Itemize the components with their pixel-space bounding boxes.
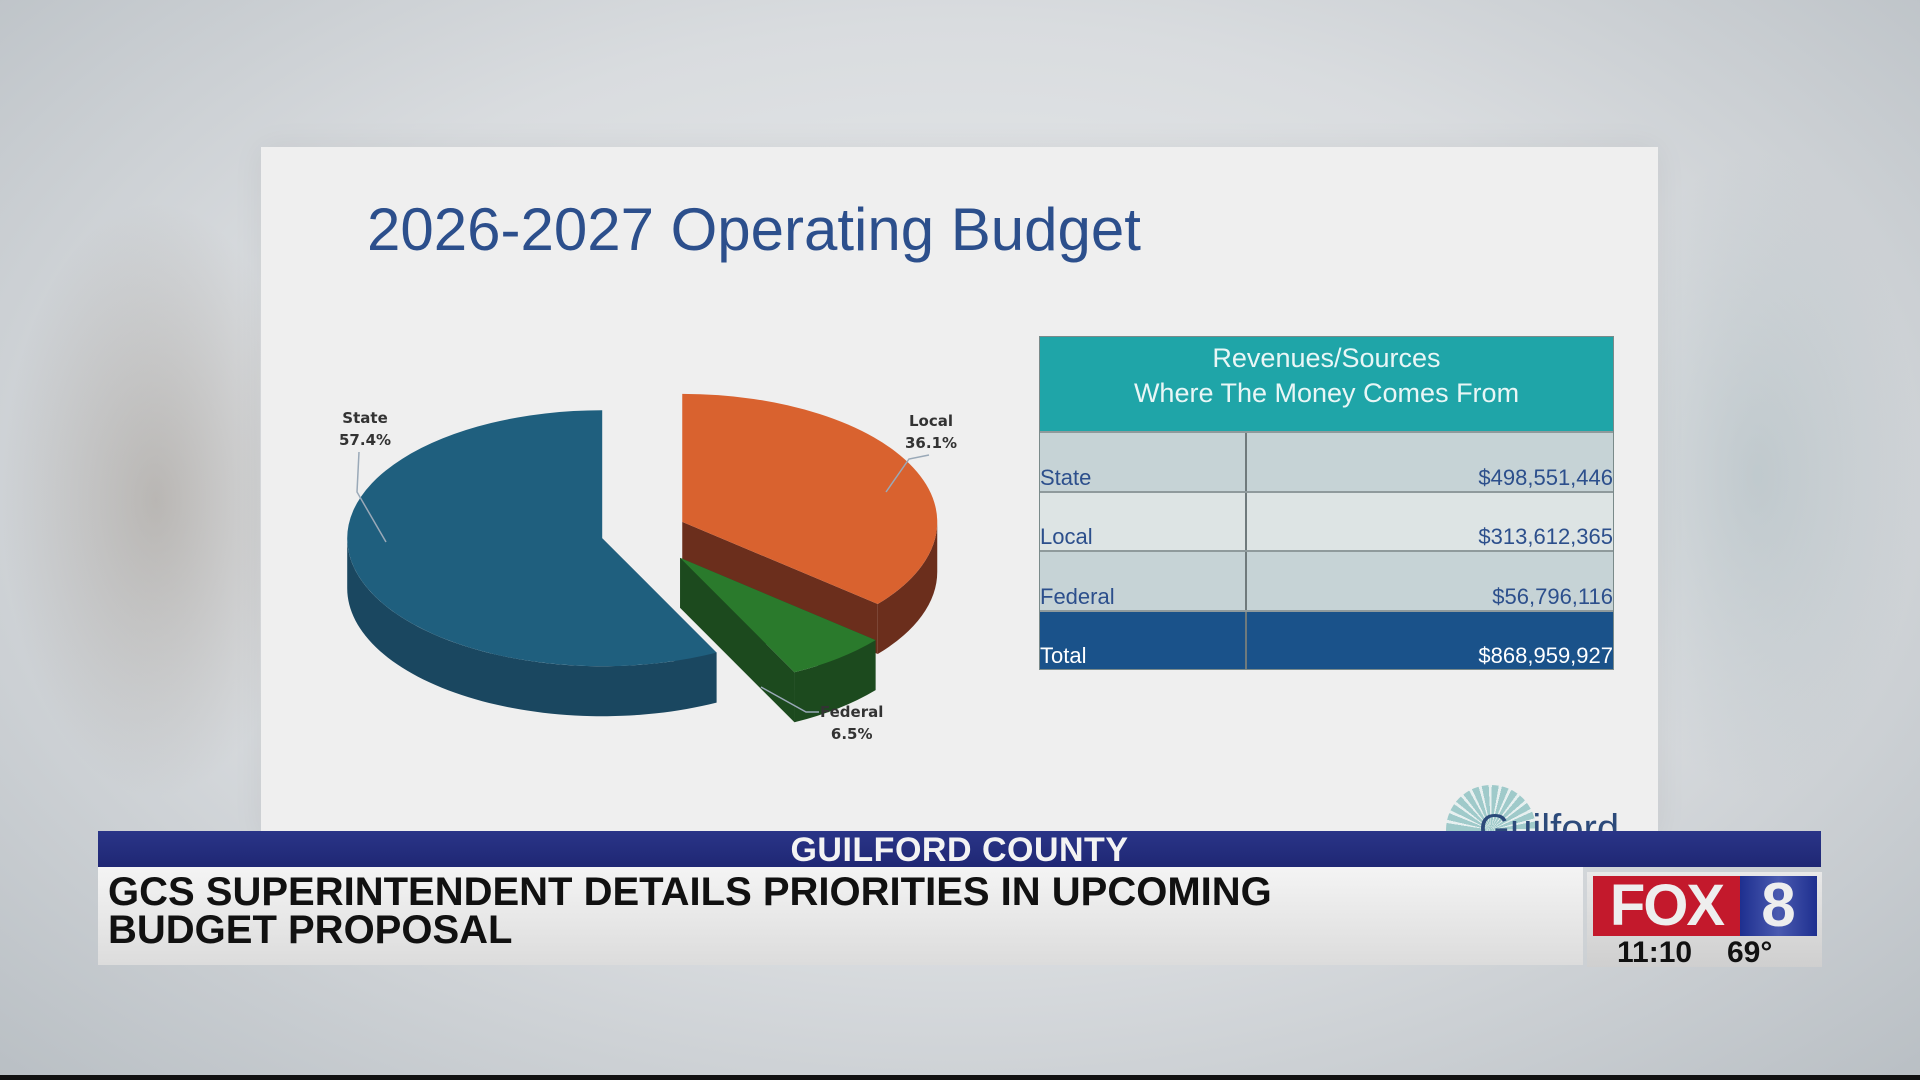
- row-value: $498,551,446: [1478, 464, 1613, 490]
- letterbox-bar: [0, 1075, 1920, 1080]
- station-bug: FOX 8 11:10 69°: [1587, 872, 1822, 969]
- row-value: $313,612,365: [1478, 524, 1613, 549]
- pie-slice-local: [682, 393, 938, 605]
- table-row: State $498,551,446: [1040, 431, 1613, 491]
- pie-label-name: Federal: [820, 703, 884, 721]
- table-header: Revenues/Sources Where The Money Comes F…: [1040, 337, 1613, 431]
- headline-bar: GCS SUPERINTENDENT DETAILS PRIORITIES IN…: [98, 867, 1583, 965]
- leader-line-state: [356, 451, 387, 543]
- pie-chart: [347, 393, 938, 723]
- presentation-slide: 2026-2027 Operating Budget State 57.4% L…: [261, 147, 1658, 837]
- row-label: State: [1040, 433, 1247, 491]
- pie-label-value: 6.5%: [830, 725, 873, 743]
- pie-slice-federal: [680, 557, 876, 673]
- pie-slice-side-federal: [794, 640, 876, 723]
- leader-line-federal: [760, 686, 819, 713]
- pie-label-name: State: [342, 409, 388, 427]
- pie-slice-wall-federal: [680, 557, 795, 723]
- background-blur: [1650, 150, 1920, 800]
- total-value: $868,959,927: [1478, 643, 1613, 668]
- total-label: Total: [1040, 611, 1247, 669]
- headline-line2: BUDGET PROPOSAL: [108, 908, 513, 952]
- headline-line1: GCS SUPERINTENDENT DETAILS PRIORITIES IN…: [108, 870, 1272, 914]
- location-bar: GUILFORD COUNTY: [98, 831, 1821, 869]
- row-value: $56,796,116: [1492, 583, 1613, 609]
- pie-label-federal: Federal 6.5%: [820, 701, 883, 745]
- table-row: Federal $56,796,116: [1040, 550, 1613, 610]
- pie-label-name: Local: [909, 412, 954, 430]
- slide-title: 2026-2027 Operating Budget: [367, 196, 1141, 263]
- headline: GCS SUPERINTENDENT DETAILS PRIORITIES IN…: [108, 870, 1272, 952]
- pie-slice-state: [347, 410, 717, 667]
- clock: 11:10: [1617, 936, 1693, 969]
- guilford-logo: Guilford: [1434, 775, 1634, 837]
- pie-label-value: 57.4%: [339, 431, 392, 449]
- pie-label-state: State 57.4%: [339, 407, 391, 451]
- temperature: 69°: [1727, 936, 1773, 969]
- fox-logo: FOX: [1593, 876, 1740, 936]
- pie-label-value: 36.1%: [905, 434, 958, 452]
- table-row: Local $313,612,365: [1040, 490, 1613, 550]
- row-label: Federal: [1040, 552, 1247, 610]
- pie-label-local: Local 36.1%: [905, 410, 957, 454]
- pie-slice-side-local: [877, 521, 938, 655]
- leader-line-local: [885, 454, 930, 493]
- revenue-table: Revenues/Sources Where The Money Comes F…: [1039, 336, 1614, 670]
- table-header-line2: Where The Money Comes From: [1133, 378, 1520, 408]
- table-total-row: Total $868,959,927: [1040, 609, 1613, 669]
- channel-number: 8: [1740, 875, 1817, 937]
- table-header-line1: Revenues/Sources: [1212, 343, 1441, 373]
- row-label: Local: [1040, 492, 1247, 550]
- background-blur: [0, 200, 260, 800]
- pie-slice-side-state: [347, 538, 717, 717]
